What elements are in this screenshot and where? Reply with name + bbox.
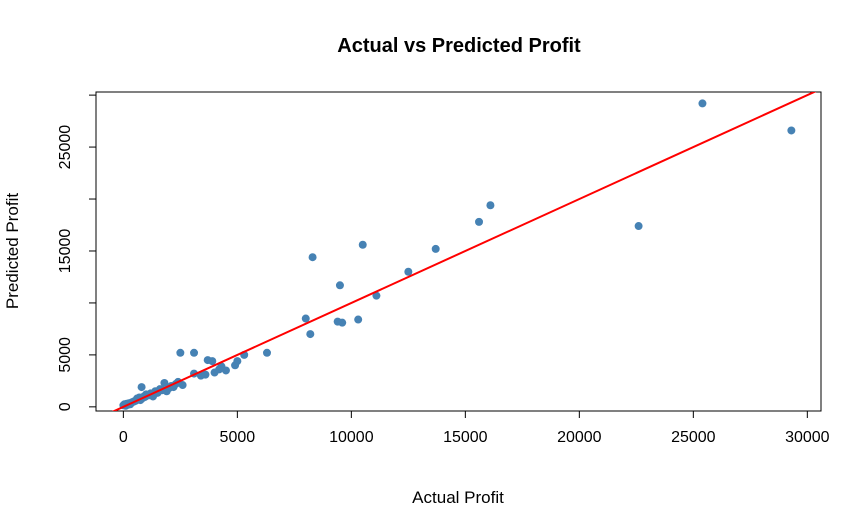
reference-line (111, 92, 817, 411)
data-point (634, 222, 643, 231)
data-point (475, 217, 484, 226)
data-point (221, 366, 230, 375)
data-point (372, 291, 381, 300)
data-point (160, 378, 169, 387)
data-point (262, 348, 271, 357)
data-point (787, 126, 796, 135)
data-point (301, 314, 310, 323)
data-point (338, 318, 347, 327)
x-tick-label: 15000 (443, 429, 488, 446)
data-point (190, 348, 199, 357)
x-tick-label: 0 (119, 429, 128, 446)
y-tick-label: 15000 (57, 229, 74, 274)
data-point (208, 357, 217, 366)
plot-frame (95, 91, 822, 412)
y-tick-label: 0 (57, 402, 74, 411)
data-point (176, 348, 185, 357)
data-point (354, 315, 363, 324)
x-tick-label: 20000 (557, 429, 602, 446)
plot-area (95, 91, 822, 412)
x-tick-label: 5000 (220, 429, 256, 446)
x-axis-label: Actual Profit (412, 488, 504, 507)
data-point (486, 201, 495, 210)
data-point (308, 253, 317, 262)
data-point (431, 244, 440, 253)
data-point (306, 330, 315, 339)
data-point (358, 240, 367, 249)
data-point (233, 357, 242, 366)
y-tick-label: 25000 (57, 125, 74, 170)
x-tick-label: 25000 (671, 429, 716, 446)
axes: 0 5000 10000 15000 20000 25000 30000 0 5000 15000… (57, 94, 830, 446)
data-point (137, 383, 146, 392)
data-point (335, 281, 344, 290)
y-axis-label: Predicted Profit (3, 193, 22, 309)
data-point (404, 267, 413, 276)
chart-title: Actual vs Predicted Profit (337, 35, 581, 57)
y-tick-label: 5000 (57, 337, 74, 373)
data-point (201, 370, 210, 379)
data-point (178, 381, 187, 390)
data-point (698, 99, 707, 108)
x-tick-label: 30000 (785, 429, 830, 446)
x-tick-label: 10000 (329, 429, 374, 446)
